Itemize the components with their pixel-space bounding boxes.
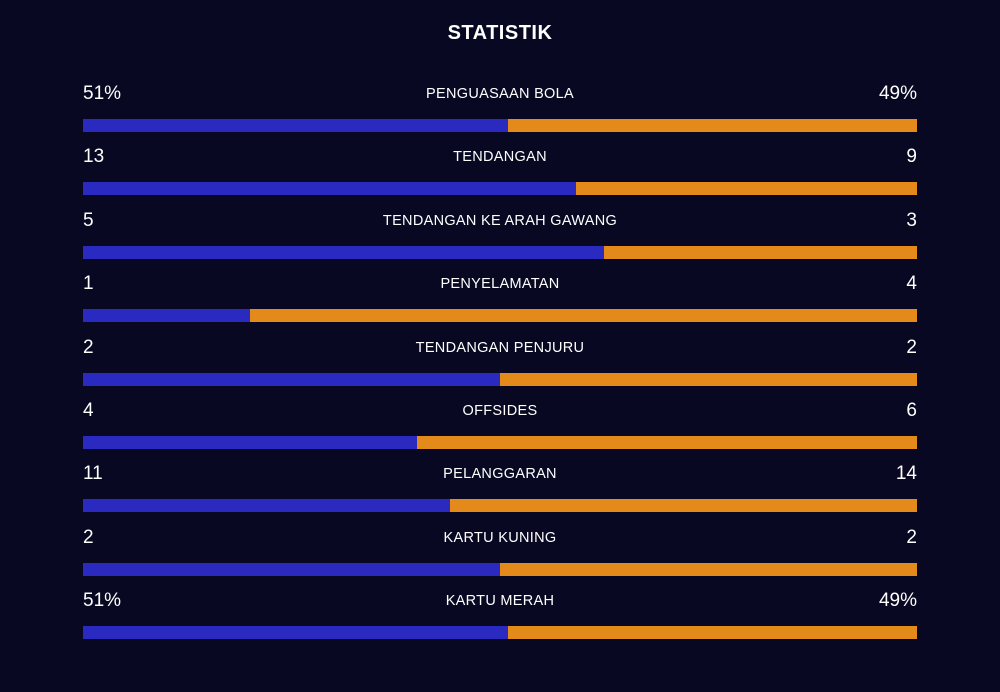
comparison-bar	[83, 626, 917, 640]
stat-list: 51% PENGUASAAN BOLA 49% 13 TENDANGAN 9 5…	[83, 82, 917, 653]
home-bar-fill	[83, 435, 417, 449]
stat-label: KARTU KUNING	[443, 529, 557, 546]
home-value: 13	[83, 146, 105, 168]
stat-row-shots: 13 TENDANGAN 9	[83, 145, 917, 208]
home-value: 2	[83, 526, 94, 548]
home-bar-fill	[83, 245, 605, 259]
away-value: 14	[895, 463, 917, 485]
stat-row-shots-on-target: 5 TENDANGAN KE ARAH GAWANG 3	[83, 209, 917, 272]
comparison-bar	[83, 245, 917, 259]
stat-label: TENDANGAN KE ARAH GAWANG	[382, 212, 618, 229]
home-bar-fill	[83, 119, 509, 132]
home-bar-fill	[83, 499, 450, 513]
stat-row-saves: 1 PENYELAMATAN 4	[83, 272, 917, 335]
away-value: 2	[906, 336, 917, 358]
comparison-bar	[83, 562, 917, 576]
home-bar-fill	[83, 309, 250, 323]
home-value: 11	[83, 463, 103, 485]
stat-label: OFFSIDES	[462, 402, 538, 419]
page-title: STATISTIK	[447, 22, 553, 44]
stat-row-yellow-cards: 2 KARTU KUNING 2	[83, 526, 917, 589]
stat-label: PENYELAMATAN	[440, 276, 560, 293]
comparison-bar	[83, 309, 917, 323]
comparison-bar	[83, 372, 917, 386]
away-value: 49%	[878, 590, 917, 612]
home-value: 1	[83, 273, 94, 295]
home-value: 2	[83, 336, 94, 358]
comparison-bar	[83, 182, 917, 196]
home-value: 5	[83, 209, 94, 231]
home-bar-fill	[83, 562, 500, 576]
home-bar-fill	[83, 626, 509, 640]
comparison-bar	[83, 435, 917, 449]
away-value: 49%	[878, 83, 917, 104]
comparison-bar	[83, 119, 917, 132]
stat-label: PENGUASAAN BOLA	[426, 86, 574, 102]
away-value: 9	[906, 146, 917, 168]
stat-row-red-cards: 51% KARTU MERAH 49%	[83, 589, 917, 652]
stat-row-corners: 2 TENDANGAN PENJURU 2	[83, 336, 917, 399]
stat-label: TENDANGAN	[453, 149, 547, 166]
home-value: 4	[83, 399, 94, 421]
stat-label: KARTU MERAH	[445, 593, 555, 610]
comparison-bar	[83, 499, 917, 513]
home-bar-fill	[83, 182, 576, 196]
stat-row-possession: 51% PENGUASAAN BOLA 49%	[83, 82, 917, 145]
away-value: 2	[906, 526, 917, 548]
stat-row-offsides: 4 OFFSIDES 6	[83, 399, 917, 462]
away-value: 4	[906, 273, 917, 295]
home-bar-fill	[83, 372, 500, 386]
away-value: 6	[906, 399, 917, 421]
home-value: 51%	[83, 590, 122, 612]
stat-label: PELANGGARAN	[443, 466, 557, 483]
home-value: 51%	[83, 83, 122, 104]
stat-label: TENDANGAN PENJURU	[415, 339, 585, 356]
stat-row-fouls: 11 PELANGGARAN 14	[83, 462, 917, 525]
away-value: 3	[906, 209, 917, 231]
